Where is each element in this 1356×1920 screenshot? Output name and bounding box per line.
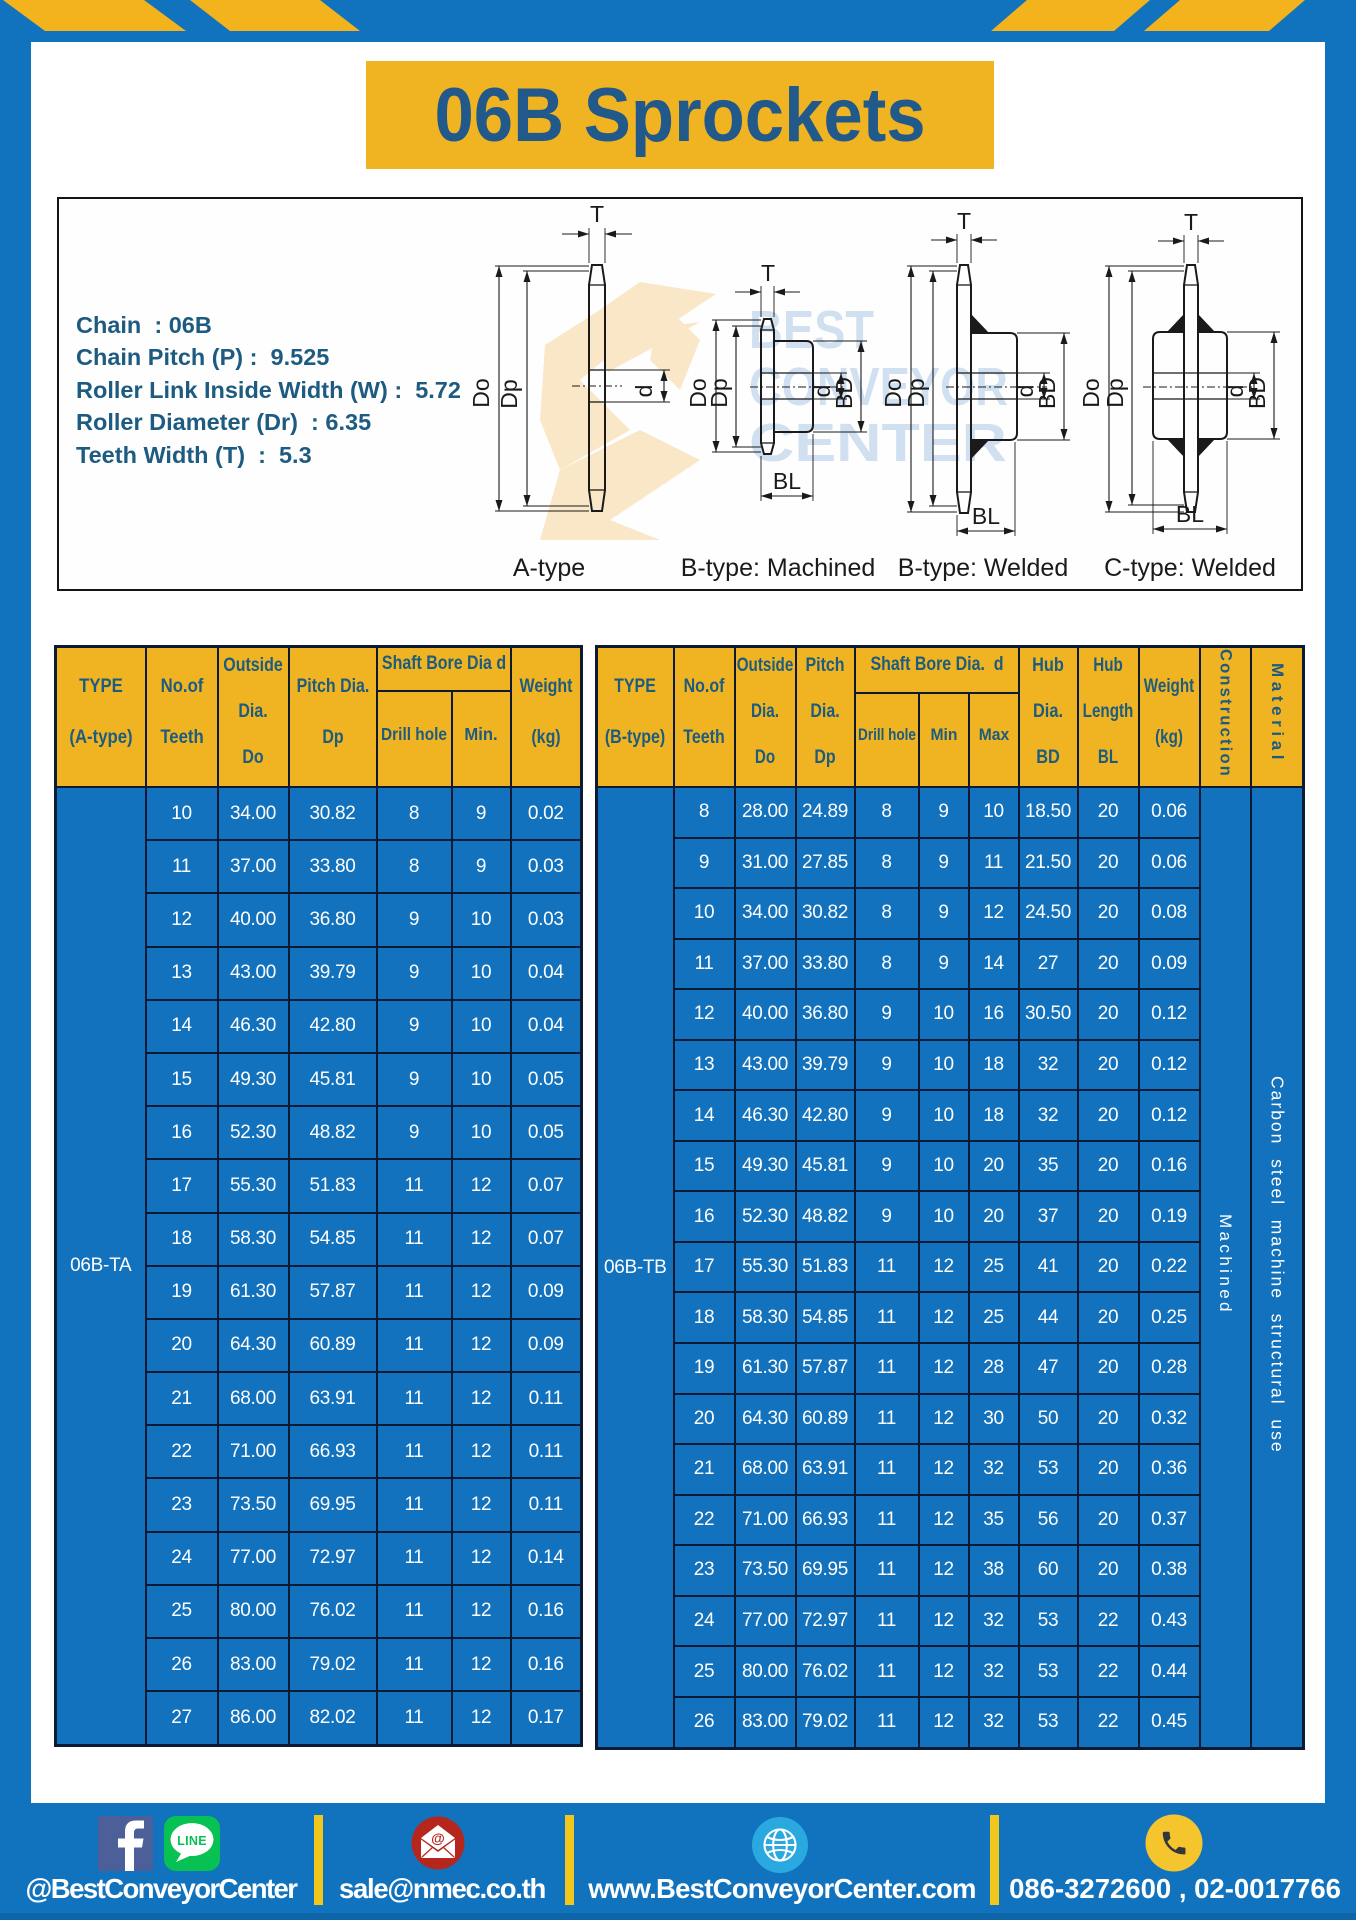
svg-text:Do: Do	[685, 378, 711, 407]
svg-text:d: d	[631, 385, 657, 398]
svg-text:BL: BL	[1176, 501, 1204, 527]
svg-text:BD: BD	[831, 377, 857, 409]
svg-text:BL: BL	[773, 468, 801, 494]
svg-text:@: @	[431, 1830, 445, 1846]
svg-text:d: d	[1222, 385, 1248, 398]
svg-text:T: T	[590, 201, 604, 227]
svg-text:d: d	[809, 385, 835, 398]
svg-text:d: d	[1012, 385, 1038, 398]
svg-text:BL: BL	[972, 503, 1000, 529]
svg-text:Dp: Dp	[903, 378, 929, 407]
svg-text:T: T	[1184, 209, 1198, 235]
svg-text:BD: BD	[1244, 377, 1270, 409]
svg-text:T: T	[957, 208, 971, 234]
svg-text:Dp: Dp	[496, 379, 522, 408]
svg-text:Do: Do	[468, 378, 494, 407]
svg-text:Dp: Dp	[1102, 378, 1128, 407]
svg-text:T: T	[761, 260, 775, 286]
svg-text:Do: Do	[880, 378, 906, 407]
svg-text:CENTER: CENTER	[749, 413, 1007, 473]
svg-text:Dp: Dp	[706, 378, 732, 407]
svg-text:LINE: LINE	[177, 1834, 207, 1848]
svg-text:Do: Do	[1078, 378, 1104, 407]
svg-text:BD: BD	[1034, 377, 1060, 409]
